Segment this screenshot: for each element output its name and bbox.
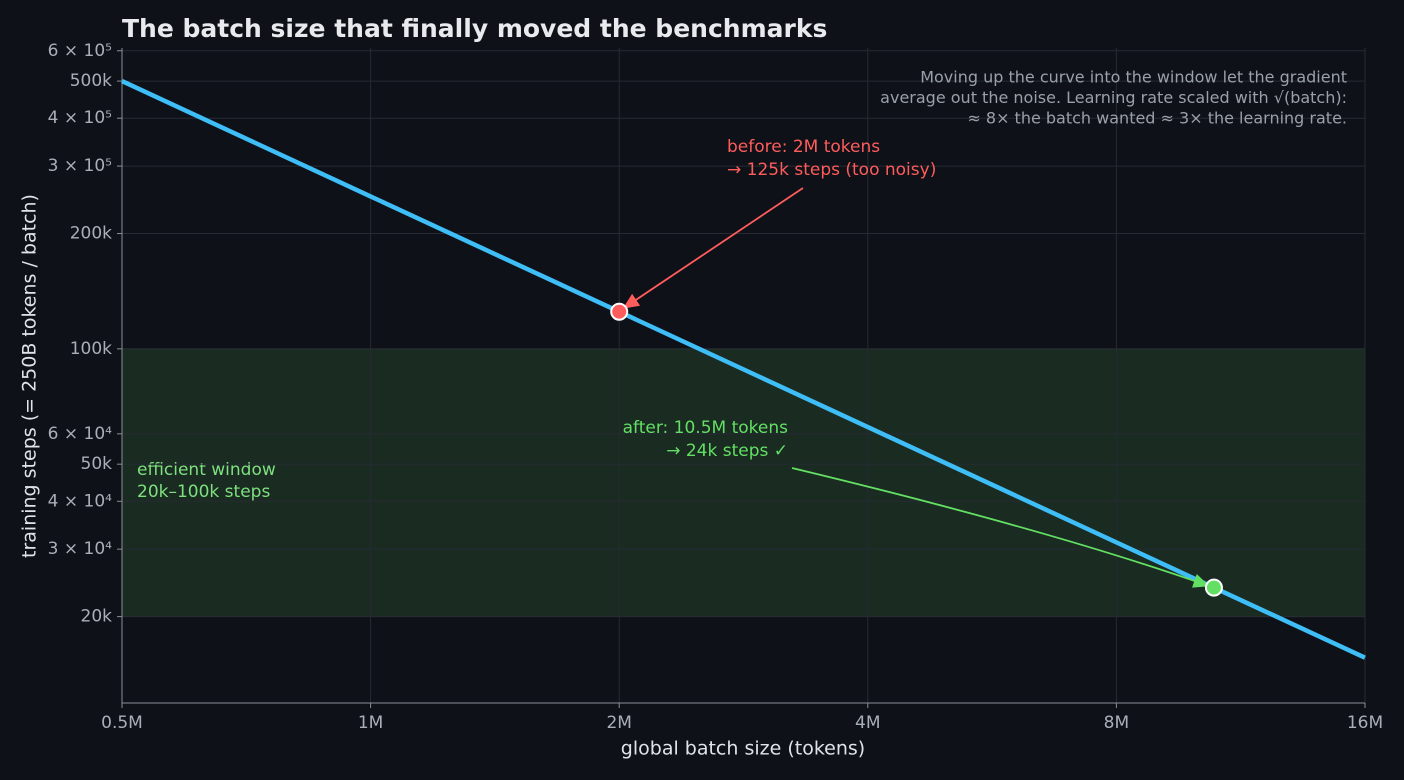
y-tick-label: 3 × 10⁵: [48, 156, 112, 176]
annotation: → 125k steps (too noisy): [727, 160, 936, 180]
x-tick-label: 0.5M: [101, 713, 143, 733]
chart-title: The batch size that finally moved the be…: [122, 14, 827, 43]
band-label: efficient window: [137, 460, 276, 480]
y-tick-label: 20k: [81, 607, 113, 627]
y-tick-label: 500k: [70, 71, 112, 91]
y-tick-label: 3 × 10⁴: [48, 539, 112, 559]
series-line: [121, 79, 1366, 660]
y-tick-label: 6 × 10⁴: [48, 424, 112, 444]
y-tick-label: 4 × 10⁵: [48, 108, 112, 128]
y-tick-label: 100k: [70, 339, 112, 359]
note: ≈ 8× the batch wanted ≈ 3× the learning …: [967, 109, 1347, 128]
band-label: 20k–100k steps: [137, 482, 270, 502]
x-tick-label: 4M: [855, 713, 880, 733]
annotation-arrow: [622, 187, 804, 309]
x-tick-label: 16M: [1347, 713, 1383, 733]
x-axis-label: global batch size (tokens): [621, 738, 865, 760]
y-tick-label: 50k: [81, 454, 113, 474]
efficient-band: [121, 348, 1366, 618]
x-tick-label: 1M: [358, 713, 383, 733]
annotation-arrow: [791, 467, 1210, 588]
y-axis-label: training steps (= 250B tokens / batch): [19, 194, 41, 558]
annotation: after: 10.5M tokens: [623, 418, 789, 438]
y-tick-label: 6 × 10⁵: [48, 41, 112, 61]
note: Moving up the curve into the window let …: [920, 68, 1347, 87]
y-tick-label: 200k: [70, 224, 112, 244]
y-tick-label: 4 × 10⁴: [48, 491, 112, 511]
highlight-point: [610, 302, 629, 321]
note: average out the noise. Learning rate sca…: [880, 88, 1347, 107]
annotation: → 24k steps ✓: [666, 441, 788, 461]
annotation: before: 2M tokens: [727, 137, 880, 157]
x-tick-label: 8M: [1104, 713, 1129, 733]
highlight-point: [1204, 578, 1223, 597]
x-tick-label: 2M: [606, 713, 631, 733]
